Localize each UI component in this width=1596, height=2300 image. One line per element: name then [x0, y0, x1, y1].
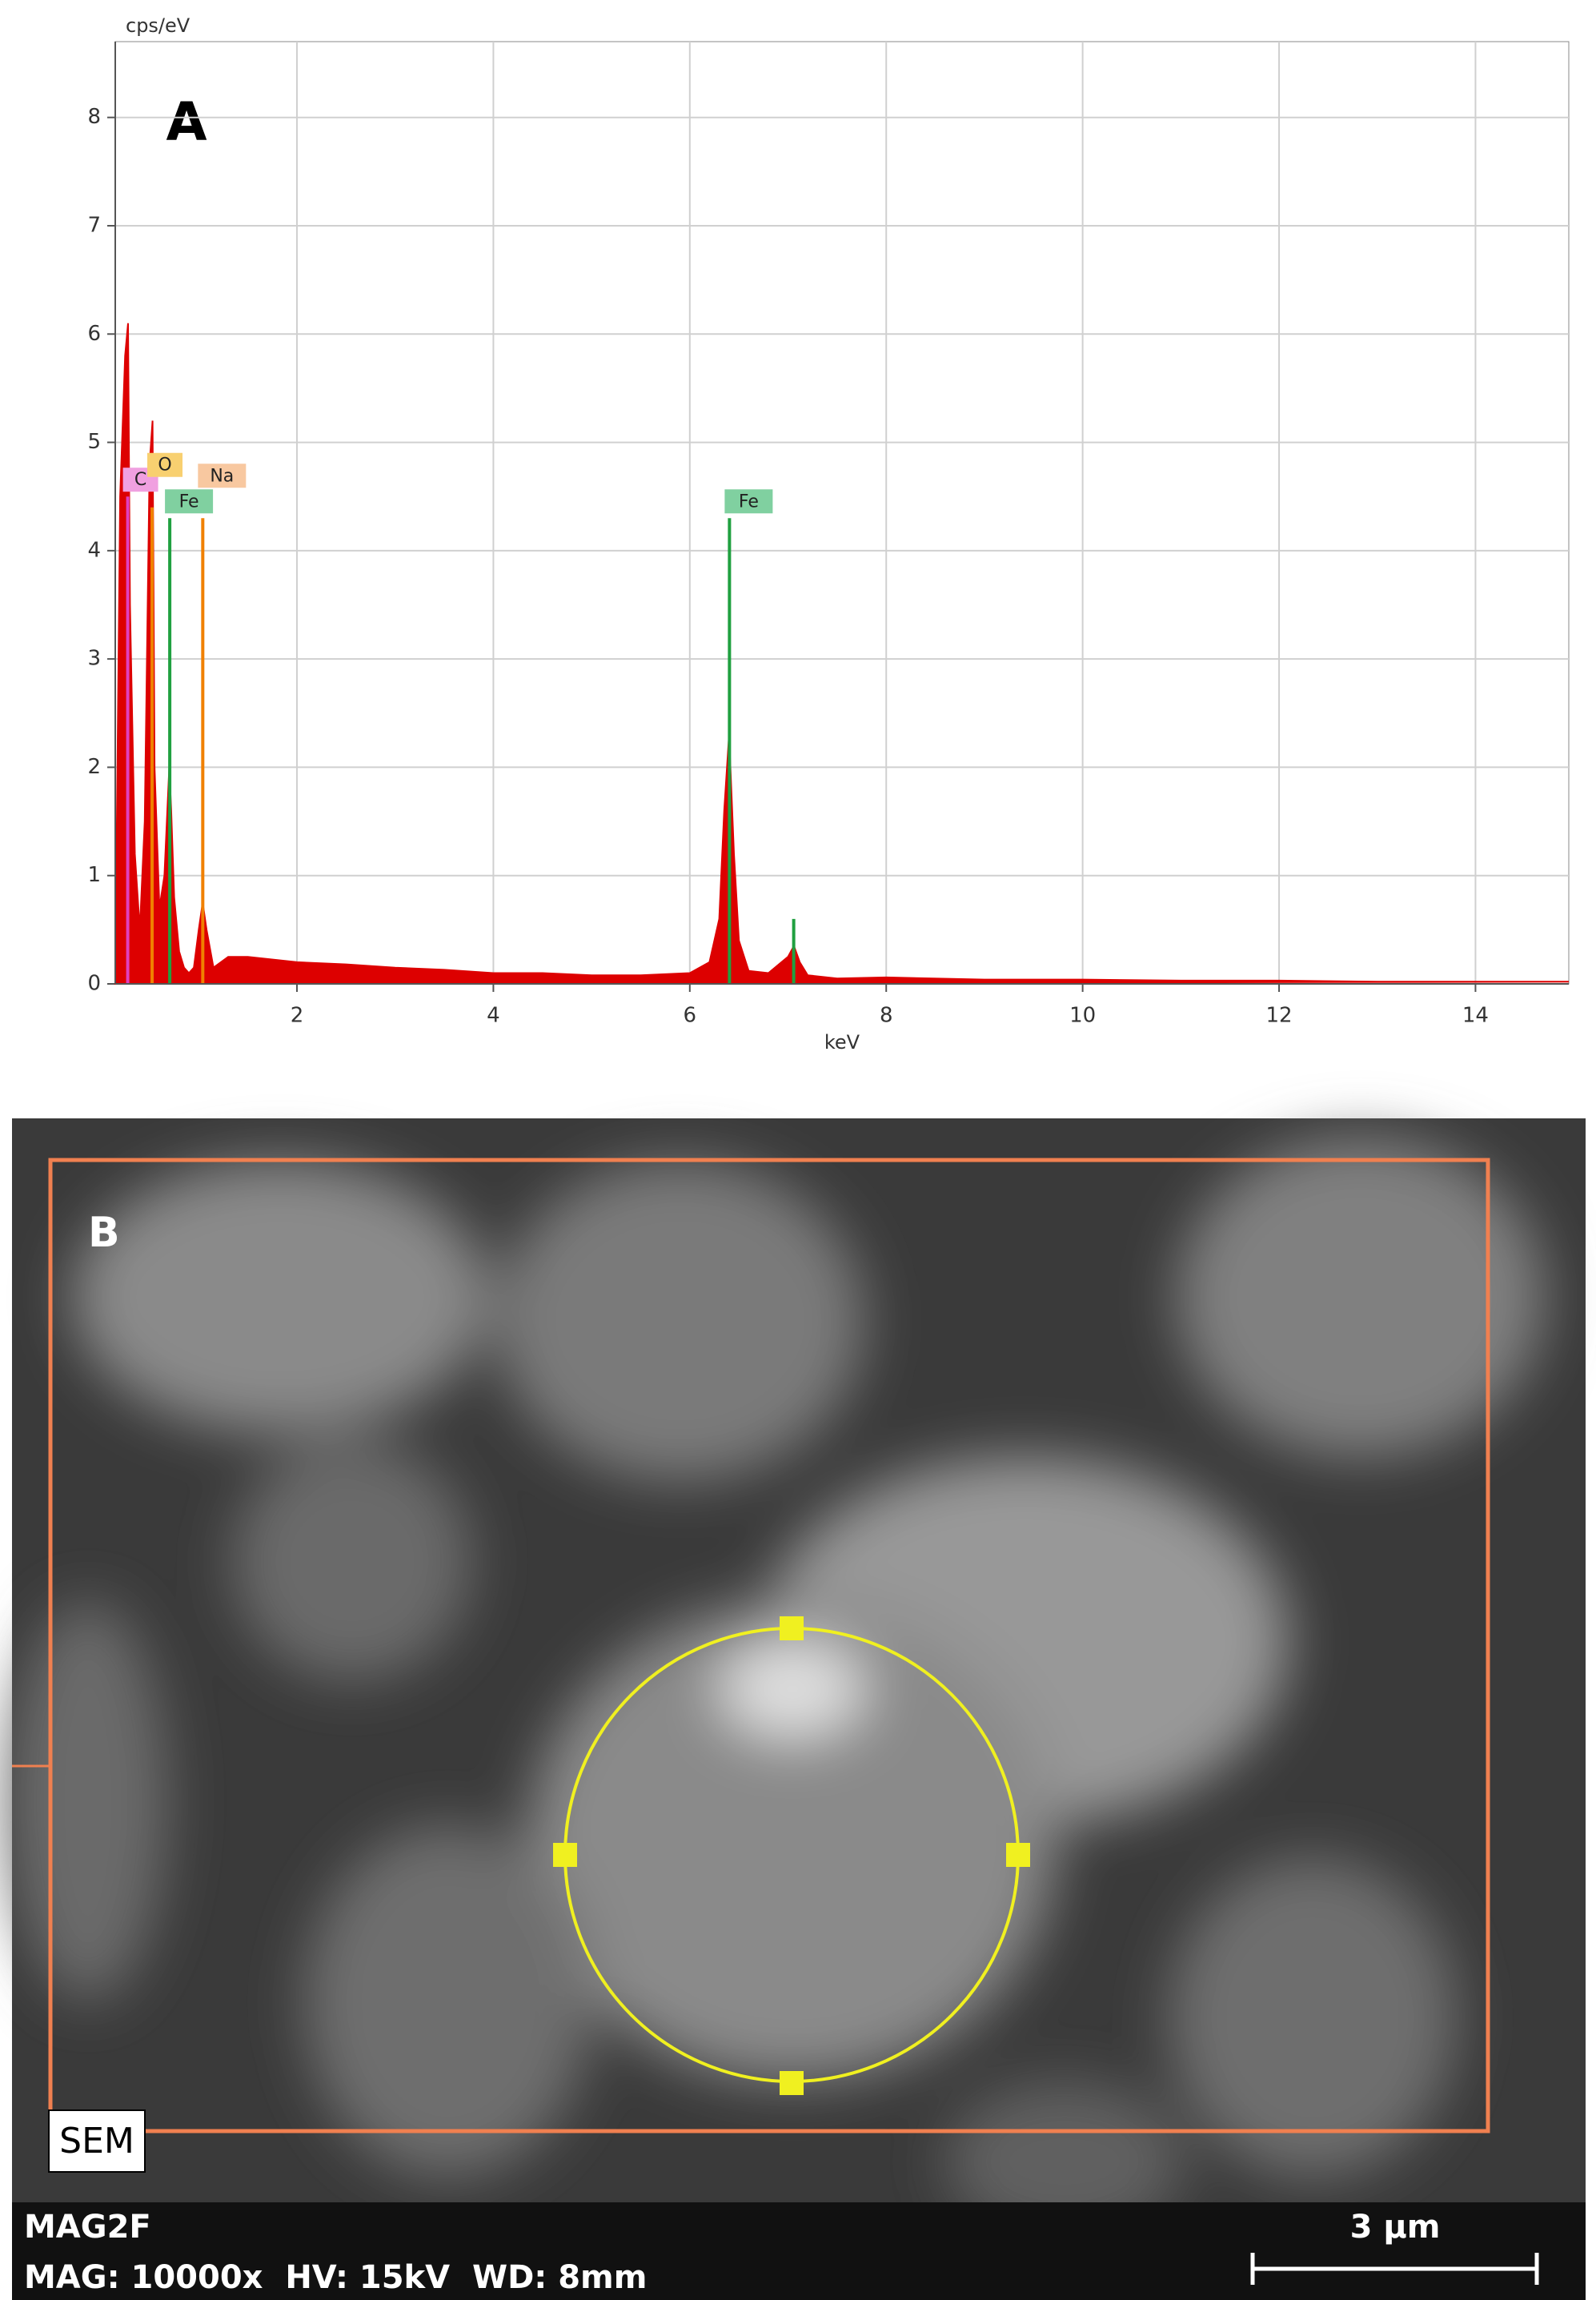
x-axis-label: keV [824, 1031, 860, 1054]
handle [780, 1616, 804, 1640]
sem-texture [8, 1137, 1545, 2242]
x-tick-label: 8 [880, 1004, 893, 1028]
x-tick-label: 4 [487, 1004, 500, 1028]
detector-label: SEM [59, 2121, 134, 2162]
analysis-frame [48, 1158, 1490, 2133]
element-label: O [158, 456, 171, 476]
panel-label: A [166, 91, 207, 153]
element-label: Na [210, 466, 234, 486]
plot-area [114, 41, 1570, 985]
detector-box [48, 2109, 146, 2173]
element-label: Fe [739, 492, 759, 512]
element-label: C [134, 470, 146, 490]
info-title: MAG2F [24, 2209, 151, 2246]
handle [553, 1843, 577, 1867]
x-tick-label: 2 [291, 1004, 304, 1028]
y-tick-label: 0 [87, 972, 101, 996]
y-tick-label: 2 [87, 755, 101, 779]
y-tick-label: 8 [87, 105, 101, 129]
y-tick-label: 5 [87, 430, 101, 454]
y-tick-label: 1 [87, 863, 101, 887]
x-tick-label: 6 [684, 1004, 697, 1028]
element-label-box [147, 452, 183, 477]
x-tick-label: 10 [1069, 1004, 1096, 1028]
handle [1006, 1843, 1030, 1867]
element-label-box [165, 489, 214, 514]
element-label-box [724, 489, 773, 514]
scale-bar-label: 3 µm [1350, 2209, 1441, 2246]
y-tick-label: 6 [87, 322, 101, 346]
y-tick-label: 7 [87, 213, 101, 237]
x-tick-label: 14 [1462, 1004, 1489, 1028]
handle [780, 2071, 804, 2095]
y-tick-label: 4 [87, 538, 101, 562]
y-axis-label: cps/eV [126, 14, 190, 37]
y-tick-label: 3 [87, 647, 101, 671]
sem-image: B SEM MAG2F MAG: 10000x HV: 15kV WD: 8mm… [8, 1118, 1586, 2300]
x-tick-label: 12 [1265, 1004, 1292, 1028]
panel-label: B [88, 1209, 120, 1257]
info-bar [12, 2202, 1586, 2300]
element-label-box [198, 464, 247, 488]
element-label: Fe [179, 492, 199, 512]
info-settings: MAG: 10000x HV: 15kV WD: 8mm [24, 2259, 647, 2296]
